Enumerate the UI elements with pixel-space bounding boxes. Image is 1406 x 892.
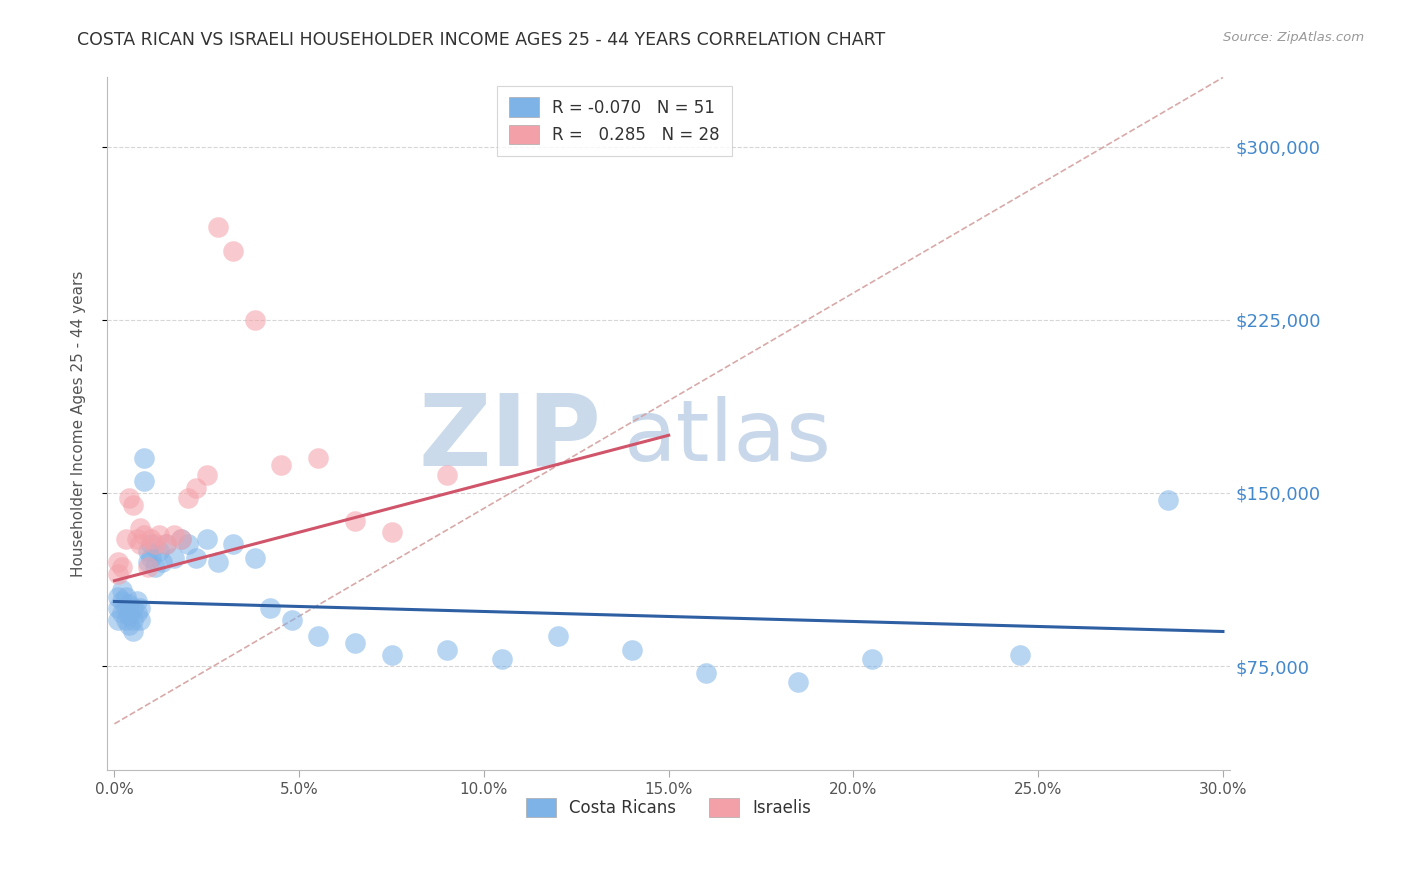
Point xyxy=(343,514,366,528)
Point xyxy=(107,566,129,581)
Point xyxy=(107,613,129,627)
Point xyxy=(114,613,136,627)
Point xyxy=(122,613,145,627)
Point xyxy=(547,629,569,643)
Point xyxy=(307,629,329,643)
Point xyxy=(125,606,148,620)
Point xyxy=(184,550,207,565)
Point xyxy=(152,555,174,569)
Point xyxy=(281,613,304,627)
Point xyxy=(118,617,141,632)
Point xyxy=(620,643,643,657)
Point xyxy=(195,532,218,546)
Point xyxy=(143,559,166,574)
Text: Source: ZipAtlas.com: Source: ZipAtlas.com xyxy=(1223,31,1364,45)
Point xyxy=(162,550,184,565)
Point xyxy=(132,475,155,489)
Point xyxy=(381,525,404,540)
Point xyxy=(259,601,281,615)
Point xyxy=(129,537,152,551)
Point xyxy=(343,636,366,650)
Point xyxy=(177,537,200,551)
Point xyxy=(122,624,145,639)
Point xyxy=(143,537,166,551)
Point xyxy=(111,594,134,608)
Point xyxy=(118,597,141,611)
Point xyxy=(136,555,159,569)
Point xyxy=(141,537,163,551)
Point xyxy=(436,467,458,482)
Point xyxy=(107,555,129,569)
Point xyxy=(155,537,177,551)
Point xyxy=(107,590,129,604)
Point xyxy=(129,520,152,534)
Point xyxy=(114,532,136,546)
Point xyxy=(136,559,159,574)
Point xyxy=(162,527,184,541)
Point xyxy=(195,467,218,482)
Point xyxy=(122,601,145,615)
Point xyxy=(114,601,136,615)
Point xyxy=(155,537,177,551)
Point xyxy=(222,537,245,551)
Point xyxy=(177,491,200,505)
Point xyxy=(132,451,155,466)
Point xyxy=(129,601,152,615)
Point xyxy=(132,527,155,541)
Point xyxy=(270,458,292,473)
Point xyxy=(148,543,170,558)
Point xyxy=(141,550,163,565)
Legend: Costa Ricans, Israelis: Costa Ricans, Israelis xyxy=(519,791,818,824)
Point xyxy=(381,648,404,662)
Point xyxy=(118,491,141,505)
Y-axis label: Householder Income Ages 25 - 44 years: Householder Income Ages 25 - 44 years xyxy=(72,270,86,577)
Point xyxy=(436,643,458,657)
Point xyxy=(125,532,148,546)
Point xyxy=(307,451,329,466)
Point xyxy=(243,313,266,327)
Point xyxy=(111,559,134,574)
Point xyxy=(1008,648,1031,662)
Text: ZIP: ZIP xyxy=(419,389,602,486)
Point xyxy=(170,532,193,546)
Point xyxy=(111,582,134,597)
Point xyxy=(1156,492,1178,507)
Point xyxy=(136,543,159,558)
Point xyxy=(111,606,134,620)
Point xyxy=(184,481,207,495)
Point xyxy=(695,666,717,681)
Text: atlas: atlas xyxy=(624,396,832,479)
Point xyxy=(107,601,129,615)
Point xyxy=(243,550,266,565)
Point xyxy=(787,675,810,690)
Point xyxy=(491,652,513,666)
Point xyxy=(114,590,136,604)
Point xyxy=(222,244,245,258)
Point xyxy=(170,532,193,546)
Point xyxy=(860,652,883,666)
Point xyxy=(141,532,163,546)
Point xyxy=(148,527,170,541)
Point xyxy=(118,608,141,623)
Point xyxy=(207,220,229,235)
Text: COSTA RICAN VS ISRAELI HOUSEHOLDER INCOME AGES 25 - 44 YEARS CORRELATION CHART: COSTA RICAN VS ISRAELI HOUSEHOLDER INCOM… xyxy=(77,31,886,49)
Point xyxy=(129,613,152,627)
Point xyxy=(122,498,145,512)
Point xyxy=(207,555,229,569)
Point xyxy=(125,594,148,608)
